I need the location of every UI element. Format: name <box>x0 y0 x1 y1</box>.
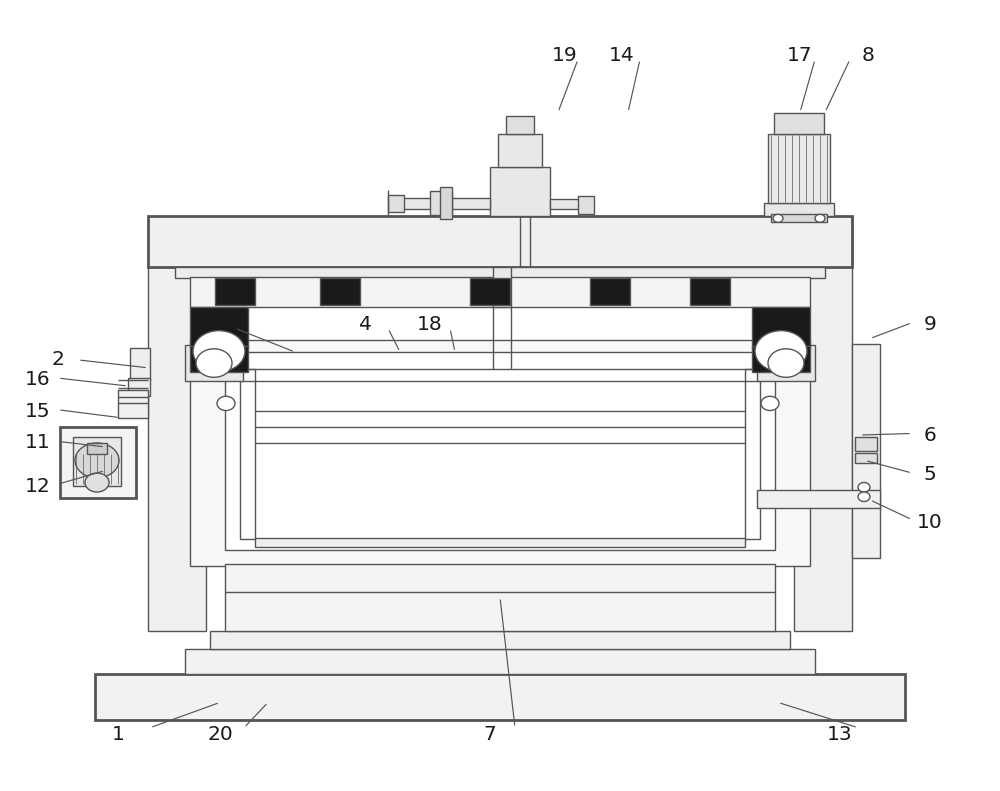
Bar <box>855 453 877 463</box>
Text: 16: 16 <box>25 370 51 389</box>
Text: 5: 5 <box>924 465 936 484</box>
Bar <box>210 631 790 649</box>
Circle shape <box>196 349 232 377</box>
Bar <box>190 277 810 307</box>
Bar <box>130 348 150 380</box>
Text: 8: 8 <box>862 46 874 65</box>
Bar <box>498 134 542 167</box>
Bar <box>73 437 121 486</box>
Bar <box>578 196 594 214</box>
Bar <box>490 167 550 216</box>
Text: 9: 9 <box>924 315 936 334</box>
Bar <box>240 369 760 381</box>
Bar <box>794 267 852 631</box>
Bar <box>764 203 834 216</box>
Bar <box>240 369 255 539</box>
Bar <box>225 352 775 550</box>
Text: 17: 17 <box>787 46 813 65</box>
Bar <box>757 345 815 381</box>
Circle shape <box>815 214 825 222</box>
Bar <box>771 214 827 222</box>
Circle shape <box>85 473 109 492</box>
Circle shape <box>217 396 235 411</box>
Bar <box>470 278 510 305</box>
Bar <box>190 307 248 348</box>
Circle shape <box>858 492 870 501</box>
Text: 6: 6 <box>924 426 936 445</box>
Bar <box>430 191 452 215</box>
Bar <box>774 113 824 134</box>
Bar <box>148 216 852 267</box>
Bar <box>320 278 360 305</box>
Bar <box>87 443 107 454</box>
Bar <box>550 199 580 209</box>
Text: 14: 14 <box>609 46 635 65</box>
Bar <box>757 490 880 508</box>
Bar <box>752 307 810 348</box>
Text: 13: 13 <box>827 725 853 744</box>
Circle shape <box>773 214 783 222</box>
Text: 2: 2 <box>52 350 64 369</box>
Text: 4: 4 <box>359 315 371 334</box>
Circle shape <box>768 349 804 377</box>
Text: 19: 19 <box>552 46 578 65</box>
Bar <box>185 345 243 381</box>
Bar <box>745 369 760 539</box>
Text: 1: 1 <box>112 725 124 744</box>
Bar <box>118 390 148 418</box>
Circle shape <box>193 331 245 372</box>
Bar <box>855 437 877 451</box>
Bar <box>768 134 830 203</box>
Text: 18: 18 <box>417 315 443 334</box>
Bar <box>60 427 136 498</box>
Bar <box>190 340 810 566</box>
Bar <box>590 278 630 305</box>
Bar <box>148 267 206 631</box>
Bar <box>215 278 255 305</box>
Bar <box>690 278 730 305</box>
Text: 7: 7 <box>484 725 496 744</box>
Bar <box>255 538 745 547</box>
Circle shape <box>761 396 779 411</box>
Bar <box>493 267 511 307</box>
Bar <box>506 116 534 134</box>
Text: 3: 3 <box>204 315 216 334</box>
Circle shape <box>75 443 119 478</box>
Text: 20: 20 <box>207 725 233 744</box>
Bar <box>185 649 815 674</box>
Text: 11: 11 <box>25 433 51 452</box>
Bar <box>392 198 490 209</box>
Bar <box>95 674 905 720</box>
Bar <box>752 346 810 372</box>
Bar <box>175 267 825 278</box>
Circle shape <box>858 483 870 492</box>
Bar <box>190 346 248 372</box>
Text: 12: 12 <box>25 477 51 496</box>
Circle shape <box>755 331 807 372</box>
Bar <box>225 564 775 631</box>
Text: 10: 10 <box>917 513 943 532</box>
Bar <box>388 195 404 212</box>
Text: 15: 15 <box>25 402 51 421</box>
Bar <box>128 378 150 396</box>
Bar <box>440 187 452 219</box>
Bar <box>852 344 880 558</box>
